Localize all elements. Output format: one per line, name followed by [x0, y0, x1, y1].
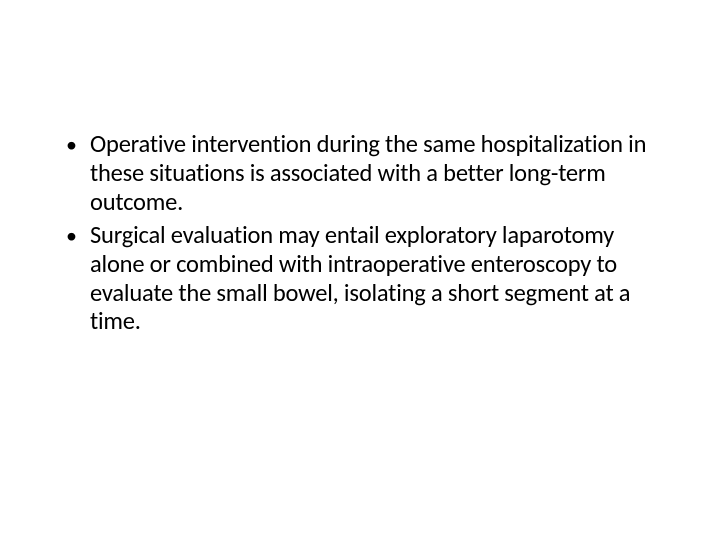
list-item: Surgical evaluation may entail explorato… — [60, 221, 660, 337]
bullet-list: Operative intervention during the same h… — [60, 130, 660, 336]
list-item: Operative intervention during the same h… — [60, 130, 660, 217]
bullet-text: Surgical evaluation may entail explorato… — [90, 221, 660, 337]
bullet-text: Operative intervention during the same h… — [90, 130, 660, 217]
slide: Operative intervention during the same h… — [0, 0, 720, 540]
